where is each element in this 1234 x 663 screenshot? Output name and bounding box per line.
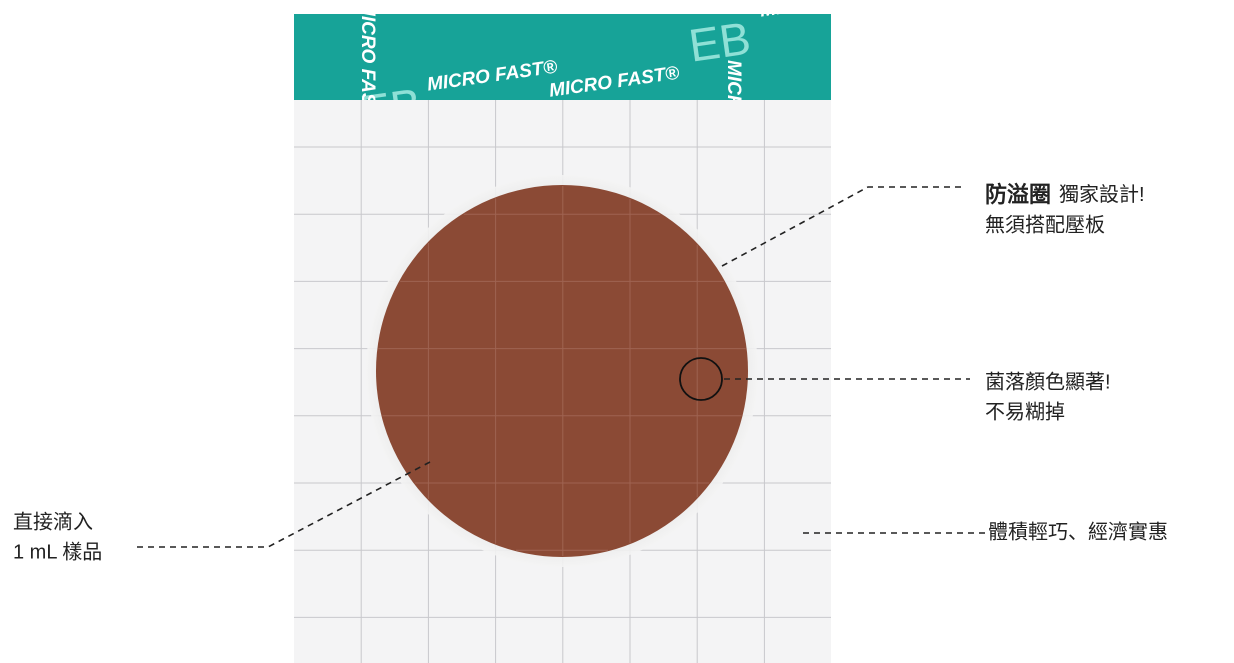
grid-over-sample [378, 186, 746, 556]
callout-text: 無須搭配壓板 [985, 213, 1105, 236]
callout-text: 獨家設計! [1059, 183, 1145, 206]
brand-code: EB [357, 78, 425, 138]
callout-text: 1 mL 樣品 [13, 540, 102, 563]
callout-text: 體積輕巧、經濟實惠 [988, 520, 1168, 543]
colony-marker [679, 357, 723, 401]
callout-text: 菌落顏色顯著! [985, 370, 1111, 393]
callout-text: 直接滴入 [13, 510, 93, 533]
sample-area [376, 185, 748, 557]
callout-text: 防溢圈 獨家設計! [985, 182, 1145, 207]
header-band [294, 14, 831, 100]
callout-text: 不易糊掉 [985, 400, 1065, 423]
callout-bold: 防溢圈 [985, 182, 1051, 207]
brand-text: MICRO FAST® [357, 0, 378, 131]
brand-code: EB [686, 12, 754, 72]
leader-line [721, 186, 966, 267]
brand-text: MICRO FAST® [723, 60, 744, 191]
